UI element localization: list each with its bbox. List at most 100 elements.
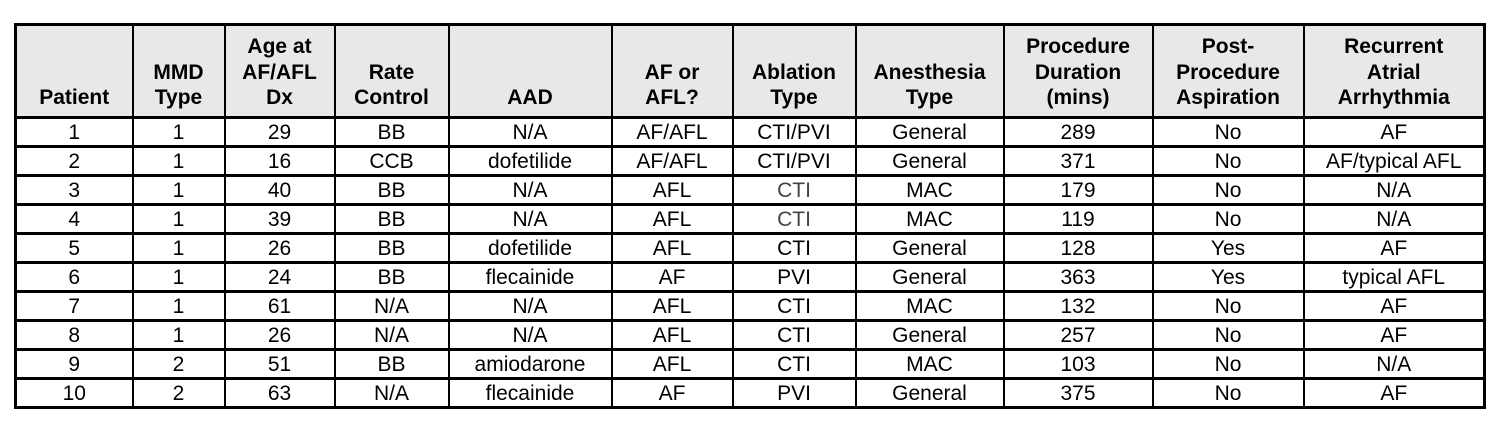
cell-patient: 8 — [14, 319, 134, 351]
cell-post-procedure-aspiration: No — [1151, 174, 1305, 206]
cell-post-procedure-aspiration: No — [1151, 319, 1305, 351]
cell-mmd-type: 1 — [131, 232, 226, 264]
cell-post-procedure-aspiration: Yes — [1151, 261, 1305, 293]
cell-age-at-af-afl-dx: 26 — [223, 319, 336, 351]
table-row-patient-10: 10 2 63 N/A flecainide AF PVI General 375 No AF — [14, 377, 1486, 409]
cell-recurrent-atrial-arrhythmia: AF — [1302, 319, 1486, 351]
cell-mmd-type: 1 — [131, 174, 226, 206]
cell-procedure-duration-mins: 289 — [1002, 116, 1154, 148]
cell-af-or-afl: AFL — [610, 348, 734, 380]
cell-af-or-afl: AFL — [610, 174, 734, 206]
cell-mmd-type: 1 — [131, 203, 226, 235]
cell-af-or-afl: AFL — [610, 319, 734, 351]
cell-anesthesia-type: General — [854, 145, 1005, 177]
cell-ablation-type: CTI — [731, 348, 857, 380]
column-header-recurrent-atrial-arrhythmia: Recurrent Atrial Arrhythmia — [1302, 23, 1486, 119]
cell-mmd-type: 1 — [131, 319, 226, 351]
cell-mmd-type: 1 — [131, 145, 226, 177]
cell-procedure-duration-mins: 371 — [1002, 145, 1154, 177]
cell-rate-control: BB — [333, 232, 450, 264]
cell-rate-control: BB — [333, 174, 450, 206]
cell-procedure-duration-mins: 179 — [1002, 174, 1154, 206]
cell-af-or-afl: AF — [610, 261, 734, 293]
column-header-age-at-af-afl-dx: Age at AF/AFL Dx — [223, 23, 336, 119]
cell-recurrent-atrial-arrhythmia: N/A — [1302, 174, 1486, 206]
cell-ablation-type: CTI — [731, 319, 857, 351]
column-header-procedure-duration-mins: Procedure Duration (mins) — [1002, 23, 1154, 119]
patient-outcomes-table: Patient MMD Type Age at AF/AFL Dx Rate Cont… — [14, 23, 1486, 409]
cell-rate-control: N/A — [333, 319, 450, 351]
table-row-patient-9: 9 2 51 BB amiodarone AFL CTI MAC 103 No N/A — [14, 348, 1486, 380]
table-row-patient-1: 1 1 29 BB N/A AF/AFL CTI/PVI General 289 No AF — [14, 116, 1486, 148]
cell-aad: amiodarone — [447, 348, 613, 380]
cell-rate-control: BB — [333, 203, 450, 235]
cell-anesthesia-type: General — [854, 261, 1005, 293]
cell-patient: 3 — [14, 174, 134, 206]
cell-recurrent-atrial-arrhythmia: AF — [1302, 232, 1486, 264]
cell-aad: flecainide — [447, 261, 613, 293]
cell-rate-control: BB — [333, 348, 450, 380]
cell-post-procedure-aspiration: Yes — [1151, 232, 1305, 264]
cell-recurrent-atrial-arrhythmia: AF — [1302, 290, 1486, 322]
cell-recurrent-atrial-arrhythmia: N/A — [1302, 203, 1486, 235]
cell-ablation-type: CTI — [731, 174, 857, 206]
cell-patient: 7 — [14, 290, 134, 322]
cell-aad: dofetilide — [447, 232, 613, 264]
cell-post-procedure-aspiration: No — [1151, 203, 1305, 235]
cell-procedure-duration-mins: 119 — [1002, 203, 1154, 235]
cell-ablation-type: CTI — [731, 232, 857, 264]
cell-rate-control: N/A — [333, 290, 450, 322]
cell-aad: dofetilide — [447, 145, 613, 177]
cell-patient: 1 — [14, 116, 134, 148]
cell-anesthesia-type: MAC — [854, 174, 1005, 206]
table-row-patient-2: 2 1 16 CCB dofetilide AF/AFL CTI/PVI General 371… — [14, 145, 1486, 177]
cell-procedure-duration-mins: 375 — [1002, 377, 1154, 409]
cell-anesthesia-type: MAC — [854, 348, 1005, 380]
cell-ablation-type: CTI/PVI — [731, 116, 857, 148]
table-row-patient-7: 7 1 61 N/A N/A AFL CTI MAC 132 No AF — [14, 290, 1486, 322]
cell-post-procedure-aspiration: No — [1151, 377, 1305, 409]
cell-age-at-af-afl-dx: 61 — [223, 290, 336, 322]
cell-anesthesia-type: General — [854, 319, 1005, 351]
cell-patient: 10 — [14, 377, 134, 409]
cell-aad: N/A — [447, 174, 613, 206]
table-row-patient-5: 5 1 26 BB dofetilide AFL CTI General 128 Yes AF — [14, 232, 1486, 264]
cell-procedure-duration-mins: 257 — [1002, 319, 1154, 351]
cell-af-or-afl: AFL — [610, 290, 734, 322]
cell-mmd-type: 1 — [131, 116, 226, 148]
column-header-mmd-type: MMD Type — [131, 23, 226, 119]
cell-age-at-af-afl-dx: 51 — [223, 348, 336, 380]
cell-rate-control: N/A — [333, 377, 450, 409]
table-row-patient-3: 3 1 40 BB N/A AFL CTI MAC 179 No N/A — [14, 174, 1486, 206]
cell-rate-control: BB — [333, 116, 450, 148]
table-row-patient-8: 8 1 26 N/A N/A AFL CTI General 257 No AF — [14, 319, 1486, 351]
cell-aad: flecainide — [447, 377, 613, 409]
cell-mmd-type: 1 — [131, 290, 226, 322]
cell-procedure-duration-mins: 103 — [1002, 348, 1154, 380]
cell-age-at-af-afl-dx: 16 — [223, 145, 336, 177]
cell-post-procedure-aspiration: No — [1151, 145, 1305, 177]
column-header-rate-control: Rate Control — [333, 23, 450, 119]
cell-age-at-af-afl-dx: 39 — [223, 203, 336, 235]
cell-patient: 2 — [14, 145, 134, 177]
cell-age-at-af-afl-dx: 29 — [223, 116, 336, 148]
cell-recurrent-atrial-arrhythmia: N/A — [1302, 348, 1486, 380]
table-row-patient-4: 4 1 39 BB N/A AFL CTI MAC 119 No N/A — [14, 203, 1486, 235]
cell-rate-control: CCB — [333, 145, 450, 177]
table-header-row: Patient MMD Type Age at AF/AFL Dx Rate Cont… — [14, 23, 1486, 119]
cell-anesthesia-type: General — [854, 377, 1005, 409]
column-header-aad: AAD — [447, 23, 613, 119]
column-header-af-or-afl: AF or AFL? — [610, 23, 734, 119]
column-header-post-procedure-aspiration: Post- Procedure Aspiration — [1151, 23, 1305, 119]
cell-aad: N/A — [447, 116, 613, 148]
column-header-anesthesia-type: Anesthesia Type — [854, 23, 1005, 119]
cell-ablation-type: PVI — [731, 261, 857, 293]
cell-ablation-type: CTI — [731, 203, 857, 235]
cell-af-or-afl: AFL — [610, 203, 734, 235]
cell-mmd-type: 2 — [131, 348, 226, 380]
cell-post-procedure-aspiration: No — [1151, 116, 1305, 148]
cell-age-at-af-afl-dx: 26 — [223, 232, 336, 264]
cell-anesthesia-type: MAC — [854, 290, 1005, 322]
cell-af-or-afl: AF — [610, 377, 734, 409]
column-header-ablation-type: Ablation Type — [731, 23, 857, 119]
